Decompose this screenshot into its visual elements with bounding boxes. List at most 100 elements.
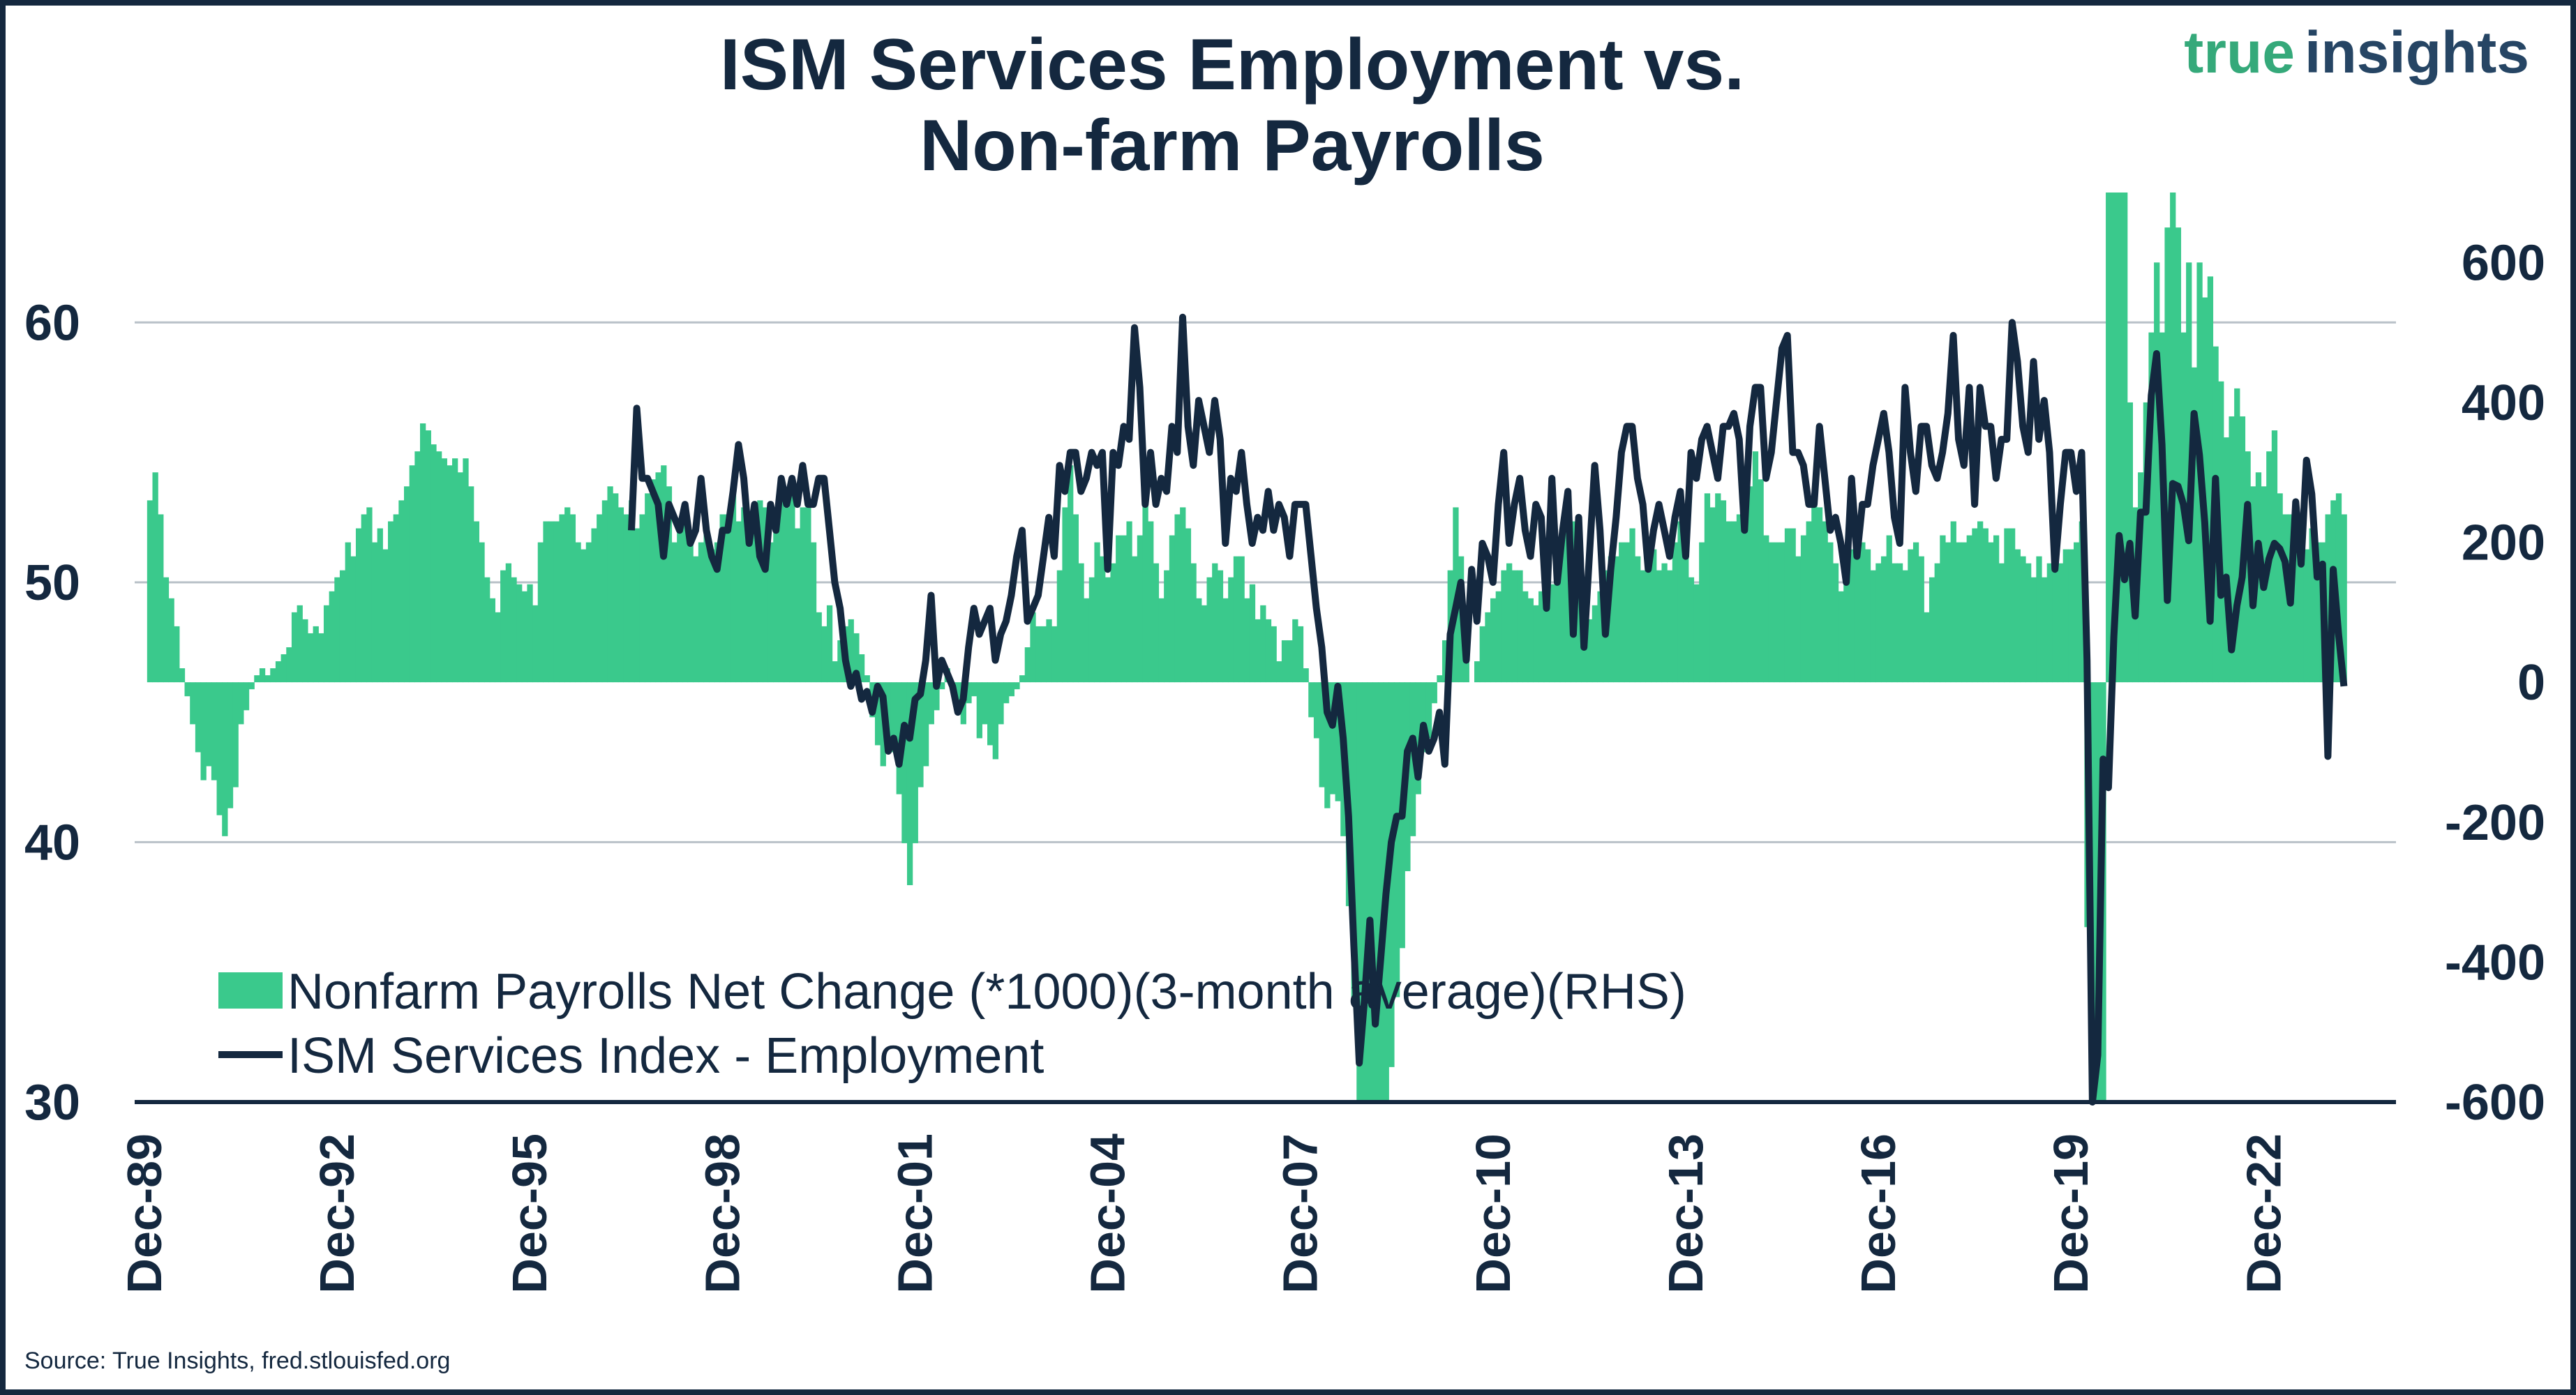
payroll-bar: [848, 619, 854, 683]
payroll-bar: [2175, 227, 2182, 683]
legend-line-label: ISM Services Index - Employment: [287, 1028, 1044, 1084]
payroll-bar: [1575, 556, 1582, 683]
payroll-bar: [2122, 193, 2128, 683]
payroll-bar: [1774, 542, 1780, 683]
payroll-bar: [452, 458, 458, 683]
payroll-bar: [730, 493, 737, 683]
payroll-bar: [216, 682, 223, 815]
payroll-bar: [805, 507, 811, 683]
payroll-bar: [1056, 570, 1063, 683]
payroll-bar: [1148, 521, 1154, 683]
payroll-bar: [864, 675, 870, 683]
logo-true: true: [2184, 20, 2295, 85]
payroll-bar: [650, 479, 657, 683]
payroll-bar: [613, 493, 619, 683]
x-tick-label: Dec-19: [2044, 1133, 2098, 1294]
payroll-bar: [1859, 542, 1866, 683]
payroll-bar: [227, 682, 234, 808]
payroll-bar: [1008, 682, 1014, 697]
payroll-bar: [629, 500, 635, 683]
logo-insights: insights: [2305, 20, 2529, 85]
payroll-bar: [425, 430, 431, 683]
payroll-bar: [1527, 598, 1534, 683]
payroll-bar: [698, 542, 705, 683]
payroll-bar: [436, 451, 442, 683]
payroll-bar: [601, 500, 608, 683]
payroll-bar: [1238, 556, 1245, 683]
right-tick-label: 400: [2462, 375, 2545, 431]
payroll-bar: [527, 584, 533, 683]
payroll-bar: [430, 444, 437, 683]
payroll-bar: [500, 570, 507, 683]
payroll-bar: [1110, 563, 1116, 683]
payroll-bar: [1651, 549, 1657, 683]
payroll-bar: [1372, 682, 1379, 1102]
payroll-bar: [645, 493, 651, 683]
payroll-bar: [1324, 682, 1331, 808]
payroll-bar: [1260, 605, 1266, 683]
payroll-bar: [687, 535, 694, 683]
payroll-bar: [457, 472, 463, 683]
payroll-bar: [1736, 514, 1743, 683]
payroll-bar: [1854, 521, 1860, 683]
payroll-bar: [505, 563, 511, 683]
payroll-bar: [1196, 598, 1202, 683]
payroll-bar: [152, 472, 158, 683]
payroll-bar: [1292, 619, 1298, 683]
payroll-bar: [992, 682, 998, 760]
payroll-bar: [966, 682, 972, 704]
payroll-bar: [1956, 542, 1962, 683]
payroll-bar: [1742, 500, 1748, 683]
payroll-bar: [2277, 493, 2283, 683]
payroll-bar: [741, 507, 747, 683]
payroll-bar: [2293, 528, 2299, 683]
payroll-bar: [1763, 535, 1769, 683]
legend-bar-swatch: [218, 972, 283, 1009]
payroll-bar: [762, 507, 769, 683]
right-tick-label: -600: [2445, 1075, 2545, 1131]
payroll-bar: [1587, 619, 1593, 683]
legend-bars-label: Nonfarm Payrolls Net Change (*1000)(3-mo…: [287, 964, 1686, 1020]
payroll-bar: [441, 458, 447, 683]
payroll-bar: [585, 542, 592, 683]
payroll-bar: [468, 486, 474, 683]
payroll-bar: [1388, 682, 1395, 1067]
payroll-bar: [1800, 535, 1807, 683]
payroll-bar: [1768, 542, 1775, 683]
payroll-bar: [1308, 682, 1315, 718]
left-axis-ticks: 60 50 40 30: [24, 295, 80, 1131]
payroll-bar: [382, 549, 389, 683]
payroll-bar: [1950, 521, 1956, 683]
payroll-bar: [784, 507, 790, 683]
payroll-bar: [2036, 556, 2042, 683]
payroll-bar: [1003, 682, 1010, 704]
payroll-bar: [971, 682, 978, 697]
payroll-bar: [1902, 570, 1908, 683]
payroll-bar: [2111, 193, 2117, 683]
x-tick-label: Dec-98: [695, 1133, 749, 1294]
payroll-bar: [264, 675, 271, 683]
payroll-bar: [2309, 528, 2315, 683]
payroll-bar: [1758, 479, 1764, 683]
payroll-bar: [2335, 493, 2342, 683]
payroll-bar: [918, 682, 924, 787]
payroll-bar: [463, 458, 469, 683]
payroll-bar: [377, 528, 383, 683]
payroll-bar: [393, 514, 399, 683]
right-axis-ticks: 600 400 200 0 -200 -400 -600: [2445, 235, 2545, 1131]
payroll-bar: [987, 682, 994, 746]
payroll-bar: [1024, 647, 1031, 683]
payroll-bar: [2154, 262, 2160, 683]
payroll-bar: [270, 668, 276, 683]
x-tick-label: Dec-89: [117, 1133, 172, 1294]
payroll-bar: [1731, 521, 1737, 683]
payroll-bar: [1303, 668, 1309, 683]
payroll-bar: [1490, 598, 1497, 683]
payroll-bar: [757, 500, 763, 683]
payroll-bar: [1185, 528, 1192, 683]
payroll-bar: [1645, 556, 1652, 683]
payroll-bar: [1206, 577, 1213, 683]
right-tick-label: -400: [2445, 935, 2545, 990]
chart-title-line-1: ISM Services Employment vs.: [720, 24, 1744, 105]
